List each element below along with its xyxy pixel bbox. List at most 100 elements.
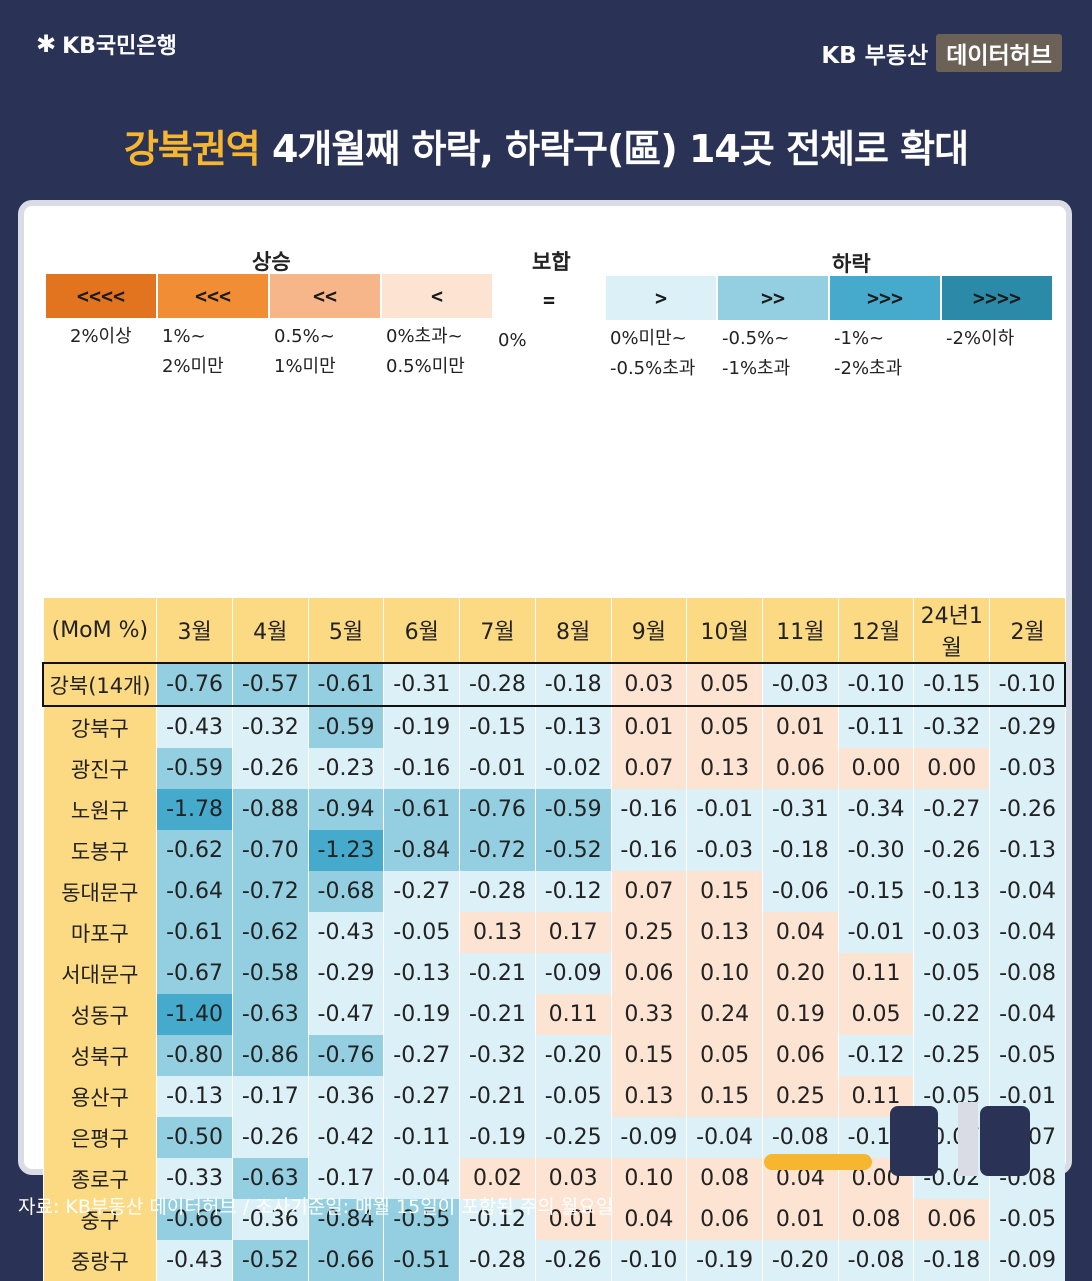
legend-desc: 0%미만~ -0.5%초과 [610, 328, 696, 379]
data-cell: -0.15 [837, 871, 914, 912]
table-row: 용산구 -0.13 -0.17 -0.36 -0.27 -0.21 -0.05 0.13 0.1… [42, 1076, 1065, 1117]
data-cell: -0.52 [231, 1240, 309, 1281]
column-header: 10월 [686, 598, 763, 663]
data-cell: 0.03 [610, 662, 687, 707]
data-cell: -0.16 [610, 789, 687, 830]
data-cell: -0.68 [307, 871, 384, 912]
data-cell: -0.09 [610, 1117, 687, 1158]
data-cell: -0.84 [307, 1199, 384, 1240]
data-cell: -0.21 [459, 994, 536, 1035]
data-cell: 0.00 [837, 748, 914, 789]
legend-desc: 0% [498, 330, 527, 351]
title-rest: 4개월째 하락, 하락구(區) 14곳 전체로 확대 [259, 127, 969, 171]
data-cell: -0.61 [307, 662, 384, 707]
table-row: 광진구 -0.59 -0.26 -0.23 -0.16 -0.01 -0.02 0.07 0.1… [42, 748, 1065, 789]
legend-group-rise: 상승 [252, 250, 291, 274]
data-cell: -0.18 [913, 1240, 990, 1281]
data-cell: -0.16 [383, 748, 460, 789]
legend-desc: 1%~ 2%미만 [162, 326, 224, 377]
row-label: 동대문구 [42, 871, 157, 912]
data-cell: -0.10 [837, 662, 914, 707]
brand-header: KB 부동산 데이터허브 [821, 34, 1062, 72]
data-cell: -0.34 [837, 789, 914, 830]
data-cell: -0.13 [989, 830, 1065, 871]
legend-swatch: <<<< [46, 274, 156, 318]
data-cell: -0.04 [989, 994, 1065, 1035]
data-cell: 0.04 [761, 912, 839, 953]
legend-group-fall: 하락 [832, 252, 871, 276]
data-cell: 0.13 [686, 748, 763, 789]
row-label: 은평구 [42, 1117, 157, 1158]
data-cell: -0.01 [837, 912, 914, 953]
data-cell: -0.94 [307, 789, 384, 830]
data-cell: -0.13 [383, 953, 460, 994]
column-header: 7월 [459, 598, 536, 663]
data-cell: -0.32 [913, 706, 990, 748]
data-cell: 0.06 [913, 1199, 990, 1240]
data-cell: -0.31 [761, 789, 839, 830]
data-cell: -0.27 [383, 1076, 460, 1117]
data-cell: 0.04 [610, 1199, 687, 1240]
data-cell: 0.00 [837, 1158, 914, 1199]
data-cell: -0.61 [383, 789, 460, 830]
data-cell: 0.20 [761, 953, 839, 994]
data-cell: -0.23 [307, 748, 384, 789]
data-cell: -0.05 [989, 1035, 1065, 1076]
data-cell: 0.13 [459, 912, 536, 953]
data-cell: -0.28 [459, 1240, 536, 1281]
data-cell: -0.10 [989, 662, 1067, 707]
data-cell: -0.01 [686, 789, 763, 830]
data-cell: -0.70 [231, 830, 309, 871]
data-cell: 0.11 [837, 1076, 914, 1117]
data-cell: 0.33 [610, 994, 687, 1035]
table-row: 강북구 -0.43 -0.32 -0.59 -0.19 -0.15 -0.13 0.01 0.0… [42, 706, 1065, 748]
row-label: 용산구 [42, 1076, 157, 1117]
data-cell: 0.05 [686, 662, 763, 707]
data-cell: -0.03 [761, 662, 839, 707]
data-cell: -0.62 [156, 830, 233, 871]
data-cell: -0.76 [459, 789, 536, 830]
data-cell: -0.26 [989, 789, 1065, 830]
data-cell: -0.08 [989, 953, 1065, 994]
row-label: 서대문구 [42, 953, 157, 994]
decor-block-left [890, 1106, 938, 1176]
data-cell: 0.03 [534, 1158, 612, 1199]
data-cell: -0.28 [459, 662, 536, 707]
data-cell: 0.08 [686, 1158, 763, 1199]
data-cell: 0.05 [837, 994, 914, 1035]
data-cell: -0.11 [383, 1117, 460, 1158]
data-cell: -0.84 [383, 830, 460, 871]
data-cell: -0.06 [761, 871, 839, 912]
data-cell: -0.43 [156, 1240, 233, 1281]
column-header: 12월 [837, 598, 914, 663]
data-cell: 0.15 [686, 1076, 763, 1117]
data-cell: -0.31 [383, 662, 460, 707]
data-cell: -0.59 [307, 706, 384, 748]
data-cell: -0.28 [459, 871, 536, 912]
data-cell: -0.22 [913, 994, 990, 1035]
table-row: 성북구 -0.80 -0.86 -0.76 -0.27 -0.32 -0.20 0.15 0.0… [42, 1035, 1065, 1076]
data-cell: 0.01 [610, 706, 687, 748]
data-cell: -0.20 [761, 1240, 839, 1281]
data-cell: -0.27 [913, 789, 990, 830]
data-cell: -0.04 [989, 871, 1065, 912]
data-cell: 0.07 [610, 748, 687, 789]
data-cell: 0.06 [686, 1199, 763, 1240]
corner-label: (MoM %) [42, 598, 157, 663]
data-cell: -0.33 [156, 1158, 233, 1199]
data-cell: -0.66 [307, 1240, 384, 1281]
data-cell: -0.63 [231, 994, 309, 1035]
data-cell: -0.36 [307, 1076, 384, 1117]
data-cell: 0.17 [534, 912, 612, 953]
brand-tag: 데이터허브 [936, 34, 1062, 72]
data-cell: -0.03 [913, 912, 990, 953]
column-header: 2월 [989, 598, 1065, 663]
legend-desc: -2%이하 [946, 328, 1015, 349]
legend-swatch: < [382, 274, 492, 318]
page-title: 강북권역 4개월째 하락, 하락구(區) 14곳 전체로 확대 [0, 118, 1092, 173]
legend-desc: 2%이상 [70, 326, 132, 347]
data-cell: -0.76 [307, 1035, 384, 1076]
data-cell: -0.19 [383, 994, 460, 1035]
data-cell: -0.26 [913, 830, 990, 871]
table-row-total: 강북(14개) -0.76 -0.57 -0.61 -0.31 -0.28 -0.18 0.0… [42, 662, 1067, 707]
